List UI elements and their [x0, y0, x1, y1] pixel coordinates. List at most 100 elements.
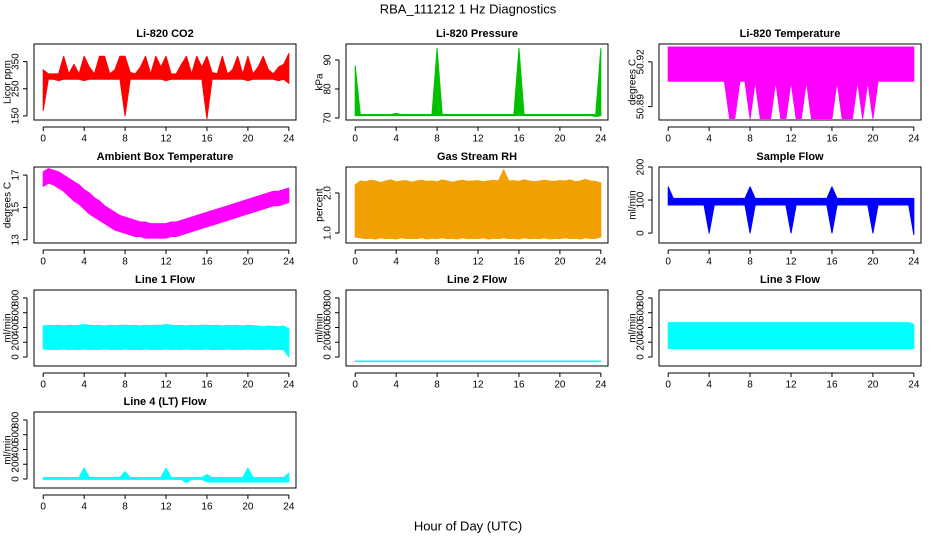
- x-tick-label: 0: [352, 257, 358, 268]
- x-tick-label: 8: [434, 380, 440, 391]
- plot-frame: [658, 166, 922, 244]
- plot-frame: [33, 289, 297, 367]
- x-tick-label: 20: [554, 134, 566, 145]
- x-tick-label: 16: [826, 380, 838, 391]
- x-tick-label: 4: [393, 134, 399, 145]
- x-tick-label: 16: [513, 257, 525, 268]
- series-band: [667, 186, 915, 236]
- x-tick-label: 24: [908, 134, 920, 145]
- y-tick-label: 50.89: [636, 94, 647, 119]
- x-tick-label: 12: [160, 380, 172, 391]
- y-tick-label: 1.0: [323, 226, 334, 240]
- x-tick-label: 12: [472, 380, 484, 391]
- y-tick-label: 90: [323, 54, 334, 66]
- x-tick-label: 12: [472, 134, 484, 145]
- x-tick-label: 24: [595, 134, 607, 145]
- x-tick-label: 12: [785, 257, 797, 268]
- plot-frame: [345, 43, 609, 121]
- y-axis-label: percent: [315, 188, 326, 222]
- panel-title: Li-820 Pressure: [436, 28, 518, 40]
- y-axis-label: Licor ppm: [3, 60, 14, 104]
- x-tick-label: 16: [513, 134, 525, 145]
- chart-title: RBA_111212 1 Hz Diagnostics: [380, 1, 557, 16]
- x-tick-label: 20: [242, 134, 254, 145]
- x-tick-label: 4: [81, 134, 87, 145]
- plot-frame: [658, 289, 922, 367]
- y-tick-label: 800: [11, 411, 22, 428]
- x-tick-label: 12: [160, 134, 172, 145]
- x-tick-label: 24: [595, 380, 607, 391]
- x-tick-label: 0: [40, 257, 46, 268]
- y-tick-label: 0: [636, 354, 647, 360]
- y-tick-label: 400: [323, 319, 334, 336]
- x-tick-label: 4: [706, 380, 712, 391]
- y-tick-label: 400: [11, 319, 22, 336]
- x-tick-label: 0: [40, 380, 46, 391]
- x-tick-label: 20: [554, 257, 566, 268]
- y-tick-label: 200: [323, 333, 334, 350]
- y-tick-label: 600: [636, 304, 647, 321]
- panel-title: Ambient Box Temperature: [97, 151, 234, 163]
- panel-title: Gas Stream RH: [437, 151, 517, 163]
- x-tick-label: 8: [434, 257, 440, 268]
- series-band: [42, 467, 290, 484]
- y-axis-label: kPa: [315, 73, 326, 91]
- x-tick-label: 12: [785, 134, 797, 145]
- x-tick-label: 0: [40, 134, 46, 145]
- plot-frame: [33, 411, 297, 489]
- x-tick-label: 12: [160, 257, 172, 268]
- x-tick-label: 20: [867, 380, 879, 391]
- panel-title: Sample Flow: [756, 151, 824, 163]
- x-tick-label: 12: [472, 257, 484, 268]
- x-tick-label: 16: [201, 134, 213, 145]
- y-axis-label: ml/min: [3, 313, 14, 342]
- plot-frame: [658, 43, 922, 121]
- panel-title: Line 1 Flow: [135, 274, 195, 286]
- y-tick-label: 0: [323, 354, 334, 360]
- x-tick-label: 24: [283, 502, 295, 513]
- x-tick-label: 16: [826, 134, 838, 145]
- y-tick-label: 0: [11, 476, 22, 482]
- x-tick-label: 0: [40, 502, 46, 513]
- panel-title: Line 2 Flow: [447, 274, 507, 286]
- y-tick-label: 800: [636, 289, 647, 306]
- y-tick-label: 0: [11, 354, 22, 360]
- y-axis-label: ml/min: [315, 313, 326, 342]
- x-tick-label: 16: [201, 502, 213, 513]
- y-tick-label: 200: [11, 455, 22, 472]
- y-axis-label: ml/min: [628, 190, 639, 219]
- panel-title: Line 4 (LT) Flow: [124, 396, 207, 408]
- y-tick-label: 350: [11, 53, 22, 70]
- y-tick-label: 80: [323, 83, 334, 95]
- series-band: [354, 47, 602, 118]
- x-tick-label: 24: [595, 257, 607, 268]
- x-tick-label: 4: [81, 380, 87, 391]
- y-tick-label: 0: [636, 230, 647, 236]
- y-tick-label: 150: [11, 107, 22, 124]
- x-tick-label: 4: [706, 257, 712, 268]
- x-tick-label: 12: [160, 502, 172, 513]
- series-band: [354, 360, 602, 363]
- x-tick-label: 24: [283, 257, 295, 268]
- y-tick-label: 400: [636, 319, 647, 336]
- x-tick-label: 20: [242, 502, 254, 513]
- series-band: [354, 169, 602, 240]
- y-axis-label: ml/min: [628, 313, 639, 342]
- x-tick-label: 24: [283, 380, 295, 391]
- x-tick-label: 0: [352, 380, 358, 391]
- series-band: [42, 53, 290, 120]
- y-tick-label: 17: [11, 169, 22, 181]
- y-tick-label: 100: [636, 191, 647, 208]
- x-tick-label: 20: [242, 380, 254, 391]
- y-tick-label: 200: [11, 333, 22, 350]
- y-axis-label: ml/min: [3, 435, 14, 464]
- y-tick-label: 600: [11, 304, 22, 321]
- y-tick-label: 200: [636, 158, 647, 175]
- x-tick-label: 8: [747, 134, 753, 145]
- x-tick-label: 12: [785, 380, 797, 391]
- panel-title: Line 3 Flow: [760, 274, 820, 286]
- y-tick-label: 250: [11, 80, 22, 97]
- y-tick-label: 70: [323, 112, 334, 124]
- plot-frame: [33, 43, 297, 121]
